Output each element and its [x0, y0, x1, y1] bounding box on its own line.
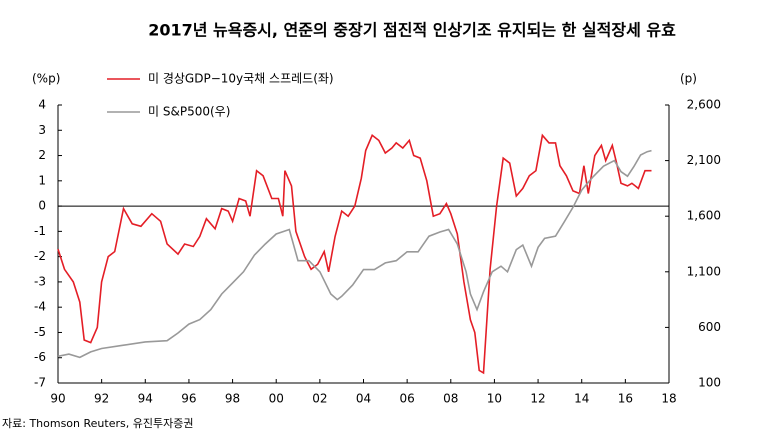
y-tick-label: 4: [38, 98, 46, 112]
x-tick-label: 92: [94, 392, 109, 406]
x-tick-label: 04: [356, 392, 371, 406]
y2-tick-label: 2,600: [687, 98, 721, 112]
x-tick-label: 96: [181, 392, 196, 406]
y2-tick-label: 1,100: [687, 264, 721, 278]
x-tick-label: 00: [269, 392, 284, 406]
y2-tick-label: 1,600: [687, 209, 721, 223]
x-tick-label: 06: [400, 392, 415, 406]
y-tick-label: -7: [34, 376, 46, 390]
y-tick-label: 2: [38, 148, 46, 162]
x-tick-label: 02: [312, 392, 327, 406]
series-line: [57, 149, 652, 359]
y-tick-label: 1: [38, 173, 46, 187]
y-tick-label: -6: [34, 350, 46, 364]
x-tick-label: 12: [530, 392, 545, 406]
x-tick-label: 94: [138, 392, 153, 406]
y-axis-label: (%p): [32, 72, 60, 86]
x-tick-label: 90: [50, 392, 65, 406]
x-tick-label: 98: [225, 392, 240, 406]
x-tick-label: 16: [618, 392, 633, 406]
y2-tick-label: 100: [698, 376, 721, 390]
y-tick-label: 0: [38, 199, 46, 213]
series-line: [57, 133, 652, 375]
x-tick-label: 18: [661, 392, 676, 406]
y2-tick-label: 600: [698, 320, 721, 334]
y-tick-label: -3: [34, 274, 46, 288]
x-tick-label: 14: [574, 392, 589, 406]
y-tick-label: -4: [34, 300, 46, 314]
y-tick-label: -1: [34, 224, 46, 238]
legend-label: 미 S&P500(우): [148, 105, 230, 119]
y2-axis-label: (p): [680, 72, 697, 86]
y-tick-label: -5: [34, 325, 46, 339]
chart-title: 2017년 뉴욕증시, 연준의 중장기 점진적 인상기조 유지되는 한 실적장세…: [148, 21, 676, 40]
source: 자료: Thomson Reuters, 유진투자증권: [2, 417, 193, 430]
y2-tick-label: 2,100: [687, 153, 721, 167]
x-tick-label: 08: [443, 392, 458, 406]
y-tick-label: 3: [38, 123, 46, 137]
y-tick-label: -2: [34, 249, 46, 263]
legend-label: 미 경상GDP−10y국채 스프레드(좌): [148, 72, 334, 86]
x-tick-label: 10: [487, 392, 502, 406]
